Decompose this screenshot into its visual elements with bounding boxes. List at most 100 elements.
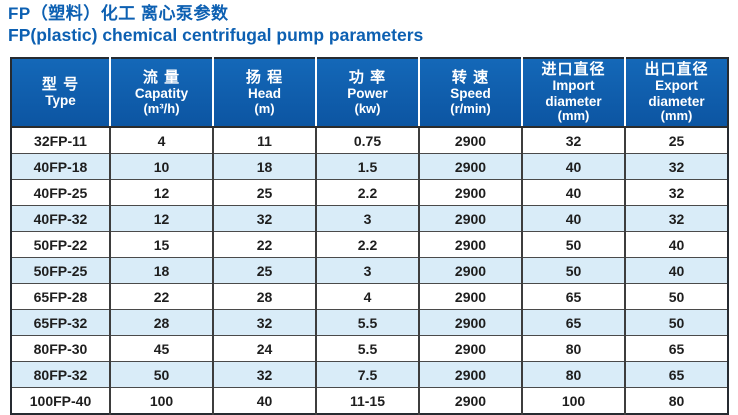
cell-speed: 2900 [418, 309, 522, 337]
cell-export-diameter: 65 [624, 335, 728, 363]
header-line: Head [247, 86, 281, 101]
column-header-import-diameter: 进口直径 Import diameter (mm) [521, 58, 625, 129]
table-row: 40FP-18 10 18 1.5 2900 40 32 [11, 153, 728, 181]
cell-capacity: 45 [109, 335, 213, 363]
cell-export-diameter: 32 [624, 153, 728, 181]
table-row: 32FP-11 4 11 0.75 2900 32 25 [11, 126, 728, 155]
header-line: (kw) [354, 100, 381, 116]
table-row: 80FP-32 50 32 7.5 2900 80 65 [11, 361, 728, 389]
cell-head: 11 [212, 126, 316, 155]
cell-power: 11-15 [315, 387, 419, 415]
cell-power: 0.75 [315, 126, 419, 155]
header-line: 进口直径 [541, 61, 606, 78]
header-line: (mm) [660, 108, 693, 124]
title-english: FP(plastic) chemical centrifugal pump pa… [8, 25, 424, 46]
cell-import-diameter: 100 [521, 387, 625, 415]
cell-type: 32FP-11 [11, 126, 110, 155]
cell-type: 50FP-22 [11, 231, 110, 259]
cell-speed: 2900 [418, 153, 522, 181]
cell-import-diameter: 40 [521, 153, 625, 181]
column-header-type: 型 号 Type [11, 58, 110, 129]
cell-capacity: 100 [109, 387, 213, 415]
cell-speed: 2900 [418, 126, 522, 155]
table-row: 40FP-32 12 32 3 2900 40 32 [11, 205, 728, 233]
cell-power: 2.2 [315, 231, 419, 259]
header-row: 型 号 Type 流 量 Capatity (m³/h) 扬 程 Head (m) 功 率 Pow… [11, 58, 728, 129]
header-line: Power [347, 86, 388, 101]
header-line: (mm) [557, 108, 590, 124]
table-row: 65FP-32 28 32 5.5 2900 65 50 [11, 309, 728, 337]
cell-type: 65FP-32 [11, 309, 110, 337]
cell-head: 32 [212, 361, 316, 389]
cell-head: 28 [212, 283, 316, 311]
cell-import-diameter: 80 [521, 361, 625, 389]
table-body: 32FP-11 4 11 0.75 2900 32 25 40FP-18 10 18 1.5 2900… [11, 126, 728, 415]
cell-type: 100FP-40 [11, 387, 110, 415]
header-line: (m) [254, 100, 275, 116]
column-header-speed: 转 速 Speed (r/min) [418, 58, 522, 129]
column-header-capacity: 流 量 Capatity (m³/h) [109, 58, 213, 129]
header-line: 型 号 [41, 76, 80, 94]
cell-type: 50FP-25 [11, 257, 110, 285]
header-line: Speed [450, 86, 491, 101]
cell-capacity: 12 [109, 205, 213, 233]
cell-speed: 2900 [418, 283, 522, 311]
table-row: 50FP-22 15 22 2.2 2900 50 40 [11, 231, 728, 259]
header-line: (r/min) [450, 100, 491, 116]
column-header-export-diameter: 出口直径 Export diameter (mm) [624, 58, 728, 129]
cell-capacity: 15 [109, 231, 213, 259]
header-line: Export diameter [648, 78, 705, 109]
cell-import-diameter: 80 [521, 335, 625, 363]
cell-speed: 2900 [418, 231, 522, 259]
table-row: 50FP-25 18 25 3 2900 50 40 [11, 257, 728, 285]
cell-speed: 2900 [418, 387, 522, 415]
cell-type: 80FP-32 [11, 361, 110, 389]
cell-export-diameter: 40 [624, 257, 728, 285]
cell-head: 32 [212, 205, 316, 233]
cell-type: 40FP-18 [11, 153, 110, 181]
cell-power: 5.5 [315, 335, 419, 363]
cell-capacity: 28 [109, 309, 213, 337]
header-line: 出口直径 [644, 61, 709, 78]
cell-speed: 2900 [418, 335, 522, 363]
table-row: 40FP-25 12 25 2.2 2900 40 32 [11, 179, 728, 207]
cell-head: 24 [212, 335, 316, 363]
cell-capacity: 50 [109, 361, 213, 389]
header-line: Import diameter [545, 78, 602, 109]
header-line: 流 量 [142, 68, 181, 86]
header-line: 扬 程 [245, 68, 284, 86]
cell-speed: 2900 [418, 361, 522, 389]
cell-import-diameter: 50 [521, 257, 625, 285]
title-chinese: FP（塑料）化工 离心泵参数 [8, 4, 229, 23]
column-header-head: 扬 程 Head (m) [212, 58, 316, 129]
cell-head: 22 [212, 231, 316, 259]
cell-export-diameter: 32 [624, 179, 728, 207]
cell-export-diameter: 50 [624, 309, 728, 337]
cell-capacity: 10 [109, 153, 213, 181]
header-line: 转 速 [451, 68, 490, 86]
cell-speed: 2900 [418, 179, 522, 207]
cell-import-diameter: 40 [521, 179, 625, 207]
cell-head: 25 [212, 257, 316, 285]
cell-capacity: 22 [109, 283, 213, 311]
cell-type: 40FP-32 [11, 205, 110, 233]
header-line: Capatity [134, 86, 189, 101]
header-line: 功 率 [348, 68, 387, 86]
cell-export-diameter: 40 [624, 231, 728, 259]
cell-export-diameter: 32 [624, 205, 728, 233]
page-title: FP（塑料）化工 离心泵参数 FP(plastic) chemical cent… [8, 3, 423, 46]
column-header-power: 功 率 Power (kw) [315, 58, 419, 129]
cell-export-diameter: 25 [624, 126, 728, 155]
cell-import-diameter: 50 [521, 231, 625, 259]
cell-power: 1.5 [315, 153, 419, 181]
cell-head: 25 [212, 179, 316, 207]
table-row: 100FP-40 100 40 11-15 2900 100 80 [11, 387, 728, 415]
cell-export-diameter: 65 [624, 361, 728, 389]
cell-head: 32 [212, 309, 316, 337]
cell-capacity: 12 [109, 179, 213, 207]
cell-type: 40FP-25 [11, 179, 110, 207]
cell-power: 7.5 [315, 361, 419, 389]
cell-import-diameter: 40 [521, 205, 625, 233]
cell-type: 65FP-28 [11, 283, 110, 311]
cell-power: 4 [315, 283, 419, 311]
